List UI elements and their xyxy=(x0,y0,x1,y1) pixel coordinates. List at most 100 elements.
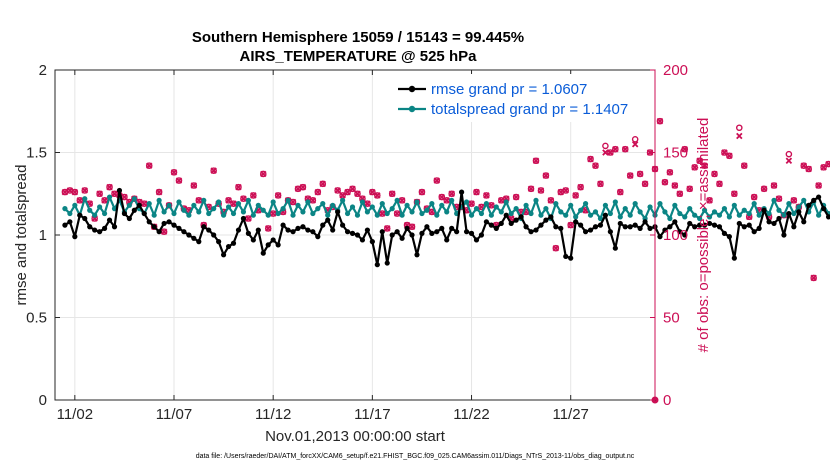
obs-possible-point xyxy=(726,152,733,160)
rmse-point xyxy=(607,229,613,235)
rmse-point xyxy=(340,222,346,228)
spread-point xyxy=(563,212,569,218)
obs-possible-point xyxy=(512,193,520,201)
y-tick-right-label: 200 xyxy=(663,62,688,79)
rmse-point xyxy=(364,227,370,233)
spread-point xyxy=(692,212,698,218)
rmse-point xyxy=(597,222,604,228)
spread-point xyxy=(156,197,162,203)
rmse-point xyxy=(240,215,247,222)
spread-point xyxy=(657,201,663,207)
rmse-point xyxy=(211,232,217,238)
x-tick-label: 11/22 xyxy=(453,406,489,423)
obs-assimilated-point xyxy=(289,198,297,206)
obs-possible-point xyxy=(656,117,664,125)
obs-assimilated-point xyxy=(617,188,624,196)
obs-assimilated-point xyxy=(810,274,817,282)
spread-point xyxy=(498,209,504,215)
obs-assimilated-point xyxy=(785,157,793,164)
obs-assimilated-point xyxy=(666,169,674,176)
obs-possible-point xyxy=(760,185,768,193)
rmse-point xyxy=(424,224,430,230)
obs-assimilated-point xyxy=(334,187,341,194)
obs-possible-point xyxy=(735,124,743,132)
rmse-point xyxy=(711,222,718,228)
obs-possible-point xyxy=(711,170,718,178)
obs-assimilated-point xyxy=(160,228,168,235)
spread-point xyxy=(741,207,747,213)
obs-possible-point xyxy=(686,185,694,193)
rmse-point xyxy=(186,232,192,238)
obs-possible-point xyxy=(716,180,723,188)
spread-point xyxy=(578,207,584,213)
spread-point xyxy=(756,212,762,218)
rmse-point xyxy=(399,235,405,241)
rmse-point xyxy=(657,234,663,240)
rmse-point xyxy=(463,229,470,235)
obs-assimilated-point xyxy=(597,180,604,188)
rmse-point xyxy=(354,232,361,238)
rmse-point xyxy=(235,227,242,233)
rmse-point xyxy=(320,222,326,228)
spread-point xyxy=(280,206,286,212)
rmse-point xyxy=(568,255,574,261)
spread-point xyxy=(612,199,618,205)
obs-possible-point xyxy=(597,180,604,188)
obs-possible-point xyxy=(671,182,679,189)
spread-point xyxy=(206,210,212,217)
y-tick-left-label: 0.5 xyxy=(26,310,47,327)
rmse-point xyxy=(697,222,703,228)
rmse-point xyxy=(419,230,425,236)
rmse-point xyxy=(141,210,147,217)
rmse-point xyxy=(330,227,336,233)
rmse-point xyxy=(116,187,123,194)
obs-possible-point xyxy=(587,155,594,163)
obs-possible-point xyxy=(676,190,684,198)
obs-assimilated-point xyxy=(349,185,356,193)
spread-point xyxy=(424,207,430,213)
obs-possible-point xyxy=(552,244,560,252)
obs-assimilated-point xyxy=(587,155,594,163)
obs-possible-point xyxy=(468,200,475,207)
rmse-point xyxy=(553,224,559,230)
obs-possible-point xyxy=(473,188,480,196)
obs-assimilated-point xyxy=(364,200,371,207)
rmse-point xyxy=(181,229,187,235)
rmse-point xyxy=(409,232,415,238)
rmse-point xyxy=(756,225,762,231)
legend-box xyxy=(393,74,651,122)
spread-point xyxy=(791,210,797,217)
rmse-point xyxy=(305,227,311,233)
obs-assimilated-point xyxy=(448,190,455,197)
spread-point xyxy=(325,212,331,218)
spread-point xyxy=(82,196,88,202)
spread-point xyxy=(687,206,693,212)
obs-possible-point xyxy=(483,192,490,199)
obs-assimilated-point xyxy=(760,185,768,193)
obs-assimilated-point xyxy=(66,187,74,194)
rmse-point xyxy=(176,225,182,231)
obs-possible-point xyxy=(106,183,113,191)
obs-assimilated-point xyxy=(726,152,733,160)
rmse-point xyxy=(682,232,688,238)
obs-assimilated-point xyxy=(805,165,812,173)
obs-possible-point xyxy=(175,177,183,184)
rmse-point xyxy=(444,237,450,243)
rmse-point xyxy=(627,224,633,230)
obs-possible-point xyxy=(383,225,391,232)
rmse-point xyxy=(300,224,306,230)
spread-point xyxy=(677,210,683,217)
spread-point xyxy=(528,210,534,217)
spread-point xyxy=(300,209,306,215)
spread-point xyxy=(701,207,708,213)
rmse-point xyxy=(126,215,132,222)
rmse-point xyxy=(87,224,93,230)
obs-possible-point xyxy=(81,187,89,194)
obs-possible-point xyxy=(701,162,708,169)
spread-point xyxy=(711,209,718,215)
obs-assimilated-point xyxy=(696,157,703,164)
spread-point xyxy=(731,202,737,208)
rmse-point xyxy=(67,219,73,225)
obs-assimilated-point xyxy=(111,190,118,197)
obs-assimilated-point xyxy=(438,193,446,201)
